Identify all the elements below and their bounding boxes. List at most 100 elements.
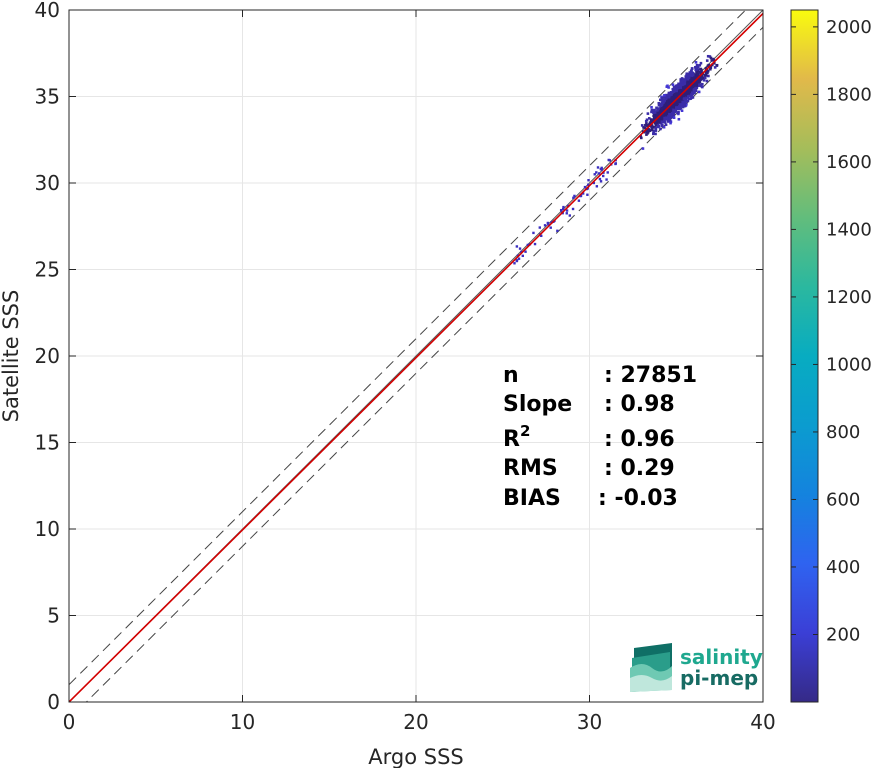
density-point	[681, 83, 684, 87]
density-point	[697, 90, 701, 94]
density-point	[571, 207, 575, 211]
density-point	[674, 100, 678, 104]
density-point	[532, 231, 535, 235]
density-point	[685, 93, 688, 97]
density-point	[673, 102, 677, 105]
density-point	[688, 71, 692, 74]
density-point	[540, 234, 543, 238]
density-point	[661, 123, 664, 127]
colorbar-tick-label: 1400	[826, 219, 872, 240]
density-point	[671, 83, 675, 86]
density-point	[710, 59, 714, 62]
density-point	[662, 96, 666, 99]
density-point	[669, 98, 672, 102]
stat-name: BIAS	[503, 486, 561, 511]
density-point	[682, 104, 686, 108]
colorbar-tick-label: 600	[826, 489, 860, 510]
density-point	[515, 259, 519, 262]
density-point	[686, 79, 690, 83]
density-point	[669, 107, 673, 111]
density-point	[709, 56, 713, 60]
density-point	[650, 125, 654, 128]
density-point	[681, 93, 685, 97]
density-point	[653, 112, 656, 116]
density-point	[646, 112, 650, 115]
density-point	[614, 162, 617, 166]
salinity-pi-mep-logo: salinity pi-mep	[630, 643, 763, 692]
density-point	[656, 125, 660, 129]
density-point	[679, 95, 683, 98]
density-point	[653, 116, 656, 119]
density-point	[645, 118, 649, 122]
density-point	[694, 83, 698, 87]
density-point	[660, 103, 664, 106]
density-point	[678, 89, 682, 93]
density-point	[697, 74, 701, 78]
density-point	[673, 109, 677, 113]
y-axis-ticks: 0 5 10 15 20 25 30 35 40	[35, 0, 763, 714]
y-tick-label: 0	[47, 690, 60, 714]
density-point	[694, 89, 698, 93]
density-point	[670, 96, 673, 100]
density-point	[518, 247, 522, 250]
density-point	[652, 111, 655, 115]
density-point	[646, 130, 650, 134]
density-point	[647, 128, 651, 131]
density-point	[665, 85, 669, 88]
density-point	[595, 185, 599, 188]
y-tick-label: 10	[35, 517, 60, 541]
density-point	[667, 98, 670, 102]
density-point	[658, 120, 662, 124]
density-point	[587, 179, 590, 182]
density-point	[654, 126, 657, 130]
density-point	[672, 110, 675, 114]
colorbar-ticks: 200 400 600 800 1000 1200 1400 1600 1800 2000	[791, 17, 872, 645]
density-point	[577, 199, 581, 202]
stat-name: R2	[503, 422, 530, 452]
density-point	[662, 125, 666, 129]
density-point	[524, 250, 527, 253]
density-point	[586, 193, 589, 196]
stat-row: BIAS : -0.03	[503, 486, 678, 511]
density-point	[692, 79, 695, 83]
density-point	[690, 95, 693, 99]
density-point	[583, 185, 587, 189]
density-point	[668, 95, 672, 99]
density-point	[649, 119, 653, 122]
density-point	[650, 105, 653, 109]
density-point	[699, 84, 703, 88]
density-point	[667, 86, 670, 89]
density-point	[605, 178, 608, 181]
density-point	[689, 69, 693, 73]
density-point	[673, 89, 677, 93]
density-point	[662, 106, 665, 110]
density-point	[662, 99, 665, 102]
density-point	[683, 79, 687, 82]
density-point	[675, 90, 678, 93]
density-point	[641, 147, 645, 150]
density-point	[685, 73, 688, 77]
density-point	[685, 72, 689, 76]
density-point	[655, 118, 659, 122]
density-point	[543, 224, 547, 227]
stat-value: : -0.03	[598, 486, 678, 511]
density-point	[698, 70, 702, 74]
colorbar-tick-label: 400	[826, 557, 860, 578]
x-tick-label: 40	[750, 710, 775, 734]
density-point	[654, 122, 658, 126]
density-point	[691, 73, 695, 77]
density-point	[593, 173, 596, 176]
stats-panel: n: 27851 Slope: 0.98 R2: 0.96 RMS: 0.29 BIAS…	[503, 363, 697, 511]
density-point	[692, 88, 696, 91]
density-point	[666, 94, 670, 98]
colorbar-tick-label: 1200	[826, 287, 872, 308]
density-point	[695, 71, 699, 74]
density-point	[667, 100, 671, 103]
density-point	[697, 84, 700, 87]
density-point	[663, 93, 666, 97]
density-point	[644, 129, 648, 132]
density-point	[661, 115, 664, 118]
density-point	[653, 108, 656, 112]
density-point	[526, 243, 530, 247]
y-tick-label: 35	[35, 85, 60, 109]
